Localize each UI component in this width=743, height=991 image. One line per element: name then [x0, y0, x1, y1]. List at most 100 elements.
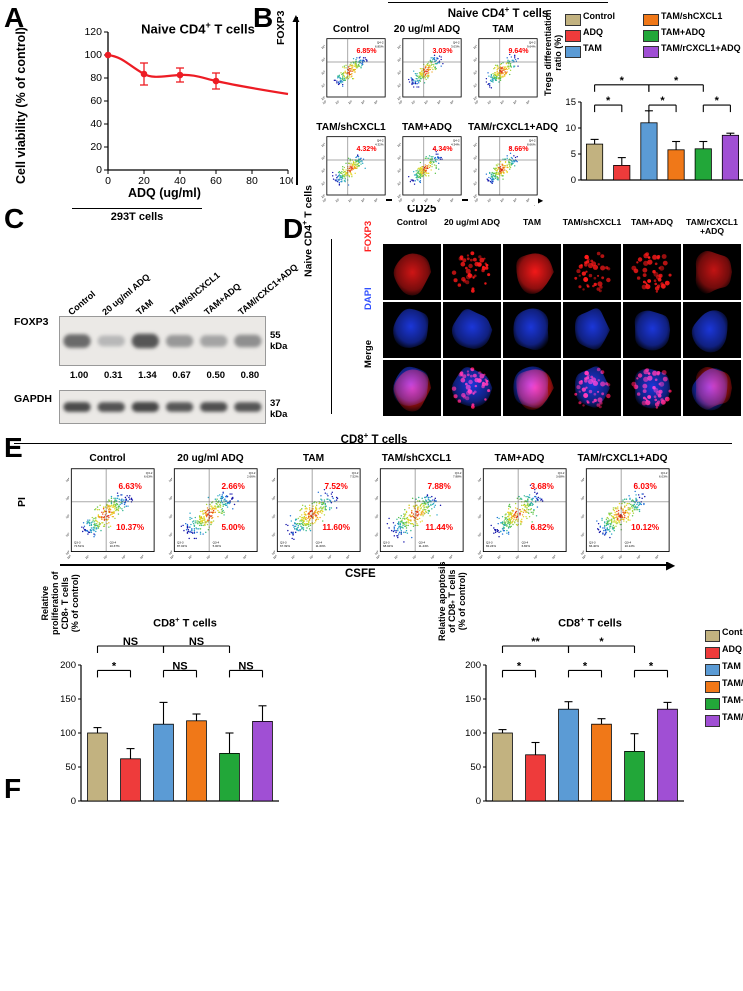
- svg-text:101: 101: [487, 197, 493, 203]
- svg-text:7.88%: 7.88%: [427, 482, 451, 491]
- svg-text:0: 0: [105, 175, 111, 187]
- svg-text:104: 104: [168, 477, 175, 483]
- svg-text:103: 103: [512, 99, 518, 105]
- svg-text:100: 100: [472, 95, 478, 101]
- svg-text:100: 100: [168, 550, 175, 556]
- svg-text:4.34%: 4.34%: [432, 145, 453, 153]
- svg-text:102: 102: [514, 554, 521, 560]
- svg-text:101: 101: [320, 180, 326, 186]
- svg-text:104: 104: [525, 99, 531, 105]
- svg-text:104: 104: [449, 99, 455, 105]
- svg-text:20: 20: [90, 141, 102, 153]
- svg-text:104: 104: [320, 142, 326, 148]
- svg-text:104: 104: [396, 142, 402, 148]
- svg-text:5: 5: [571, 149, 576, 160]
- svg-text:104: 104: [320, 44, 326, 50]
- svg-text:102: 102: [168, 513, 175, 519]
- svg-text:10.12%: 10.12%: [625, 544, 635, 548]
- svg-text:2.66%: 2.66%: [247, 474, 256, 478]
- svg-text:104: 104: [373, 197, 379, 203]
- svg-text:0: 0: [71, 796, 76, 807]
- svg-text:6.03%: 6.03%: [659, 474, 668, 478]
- svg-text:100: 100: [396, 193, 402, 199]
- svg-text:72.51%: 72.51%: [74, 544, 84, 548]
- svg-text:103: 103: [374, 495, 381, 501]
- svg-text:102: 102: [320, 167, 326, 173]
- svg-text:101: 101: [290, 554, 297, 560]
- svg-text:101: 101: [487, 99, 493, 105]
- svg-text:101: 101: [187, 554, 194, 560]
- svg-text:*: *: [517, 660, 522, 672]
- svg-text:100: 100: [472, 193, 478, 199]
- svg-text:103: 103: [320, 57, 326, 63]
- svg-text:150: 150: [465, 694, 481, 705]
- svg-text:103: 103: [327, 554, 334, 560]
- svg-text:11.60%: 11.60%: [322, 523, 350, 532]
- svg-text:103: 103: [360, 99, 366, 105]
- svg-text:104: 104: [472, 142, 478, 148]
- svg-text:102: 102: [472, 69, 478, 75]
- svg-text:102: 102: [308, 554, 315, 560]
- svg-text:102: 102: [374, 513, 381, 519]
- svg-text:104: 104: [580, 477, 587, 483]
- svg-text:101: 101: [84, 554, 91, 560]
- svg-text:100: 100: [320, 95, 326, 101]
- svg-text:102: 102: [499, 99, 505, 105]
- svg-text:*: *: [583, 660, 588, 672]
- svg-text:50: 50: [470, 762, 481, 773]
- svg-text:102: 102: [423, 99, 429, 105]
- svg-text:104: 104: [472, 44, 478, 50]
- svg-text:10: 10: [565, 123, 576, 134]
- svg-text:7.52%: 7.52%: [324, 482, 348, 491]
- svg-text:103: 103: [320, 155, 326, 161]
- svg-text:102: 102: [423, 197, 429, 203]
- svg-text:102: 102: [472, 167, 478, 173]
- svg-text:200: 200: [465, 660, 481, 671]
- svg-text:80: 80: [246, 175, 258, 187]
- svg-text:100: 100: [465, 728, 481, 739]
- svg-text:104: 104: [374, 477, 381, 483]
- svg-text:NS: NS: [238, 660, 253, 672]
- svg-text:6.85%: 6.85%: [356, 47, 377, 55]
- svg-text:6.82%: 6.82%: [522, 544, 531, 548]
- svg-text:101: 101: [271, 531, 278, 537]
- svg-text:103: 103: [477, 495, 484, 501]
- svg-text:100: 100: [477, 550, 484, 556]
- svg-text:10.37%: 10.37%: [116, 523, 145, 532]
- svg-text:103: 103: [65, 495, 72, 501]
- svg-text:103: 103: [472, 155, 478, 161]
- svg-text:50: 50: [65, 762, 76, 773]
- svg-text:102: 102: [499, 197, 505, 203]
- svg-text:87.02%: 87.02%: [177, 544, 187, 548]
- svg-text:0: 0: [476, 796, 481, 807]
- svg-text:101: 101: [320, 82, 326, 88]
- svg-text:101: 101: [396, 180, 402, 186]
- svg-text:103: 103: [430, 554, 437, 560]
- svg-text:103: 103: [168, 495, 175, 501]
- svg-text:102: 102: [65, 513, 72, 519]
- svg-text:11.60%: 11.60%: [316, 544, 326, 548]
- svg-text:101: 101: [374, 531, 381, 537]
- svg-text:104: 104: [65, 477, 72, 483]
- svg-text:68.92%: 68.92%: [383, 544, 393, 548]
- svg-text:*: *: [674, 75, 679, 87]
- svg-text:103: 103: [472, 57, 478, 63]
- svg-text:9.64%: 9.64%: [508, 47, 529, 55]
- svg-text:103: 103: [396, 155, 402, 161]
- svg-text:101: 101: [580, 531, 587, 537]
- svg-text:104: 104: [449, 197, 455, 203]
- svg-text:100: 100: [60, 728, 76, 739]
- svg-text:103: 103: [533, 554, 540, 560]
- svg-text:101: 101: [65, 531, 72, 537]
- svg-text:7.88%: 7.88%: [453, 474, 462, 478]
- svg-text:102: 102: [102, 554, 109, 560]
- svg-text:NS: NS: [123, 636, 138, 648]
- svg-text:67.39%: 67.39%: [280, 544, 290, 548]
- svg-text:100: 100: [396, 95, 402, 101]
- svg-text:0: 0: [96, 164, 102, 176]
- svg-text:101: 101: [396, 82, 402, 88]
- svg-text:6.63%: 6.63%: [118, 482, 142, 491]
- svg-text:102: 102: [320, 69, 326, 75]
- svg-text:*: *: [715, 95, 720, 107]
- svg-text:103: 103: [271, 495, 278, 501]
